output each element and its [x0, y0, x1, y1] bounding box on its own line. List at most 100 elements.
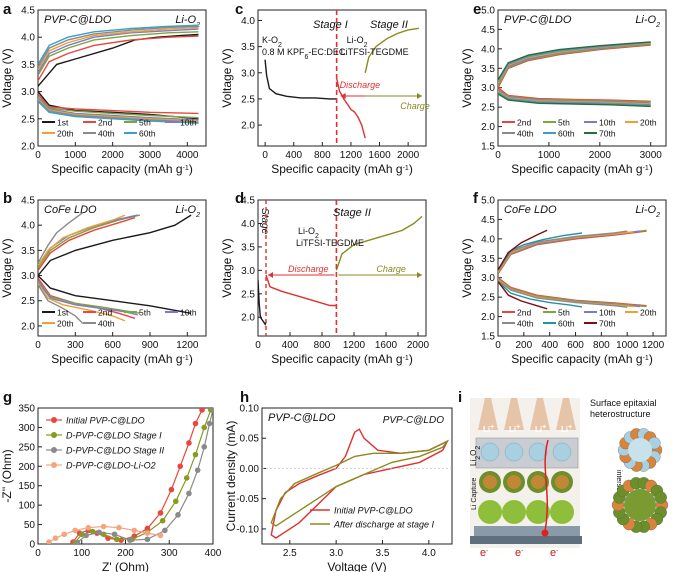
- legend-entry: 5th: [139, 308, 151, 318]
- data-point: [78, 531, 85, 538]
- charge-curve: [498, 229, 548, 271]
- x-tick-label: 200: [117, 548, 134, 559]
- y-tick-label: 350: [18, 404, 35, 415]
- y-tick-label: 2.0: [241, 313, 255, 324]
- legend-entry: After discharge at stage I: [333, 520, 435, 530]
- plot-area: [264, 27, 420, 139]
- label-part: 2: [278, 42, 282, 49]
- label-part: +: [516, 424, 520, 431]
- y-tick-label: 4.0: [481, 44, 495, 55]
- stage-label: Stage II: [370, 19, 408, 31]
- label-part: -1: [643, 165, 649, 172]
- surface-core: [628, 438, 652, 462]
- y-tick-label: 2.0: [481, 312, 495, 323]
- y-tick-label: 3.5: [481, 64, 495, 75]
- label-part: 6: [305, 54, 309, 61]
- label-part: +: [542, 424, 546, 431]
- label-part: ): [189, 162, 193, 176]
- data-point: [199, 408, 205, 413]
- data-point: [206, 420, 213, 427]
- label-part: Li-O: [635, 14, 656, 26]
- li2o2-particle: [504, 442, 524, 462]
- legend-entry: 60th: [558, 129, 575, 139]
- y-tick-label: 2.5: [21, 114, 35, 125]
- data-point: [144, 530, 151, 536]
- legend-marker: [51, 432, 57, 438]
- label-part: Li: [535, 425, 542, 434]
- data-point: [159, 517, 166, 524]
- discharge-curve: [498, 281, 583, 308]
- data-point: [96, 529, 103, 536]
- y-tick-label: 100: [18, 501, 35, 512]
- stage-label: Stage I: [313, 19, 348, 31]
- label-part: 2: [364, 42, 368, 49]
- discharge-curve: [38, 98, 199, 122]
- data-point: [157, 532, 164, 539]
- label-part: -1: [403, 165, 409, 172]
- label-part: Li: [469, 460, 478, 466]
- x-tick-label: 0: [262, 150, 268, 161]
- discharge-curve: [38, 275, 192, 314]
- plot-frame: [257, 199, 427, 337]
- y-tick-label: 2.0: [241, 121, 255, 132]
- substrate: [474, 526, 580, 536]
- data-point: [201, 424, 208, 431]
- y-tick-label: 3.5: [241, 42, 255, 53]
- x-tick-label: 2000: [407, 340, 430, 351]
- y-tick-label: 3.0: [21, 271, 35, 282]
- discharge-arrowhead: [268, 272, 273, 278]
- x-tick-label: 200: [516, 340, 533, 351]
- bulk-core: [624, 489, 656, 521]
- x-tick-label: 400: [205, 548, 222, 559]
- legend-entry: 1st: [57, 308, 69, 318]
- data-point: [46, 539, 52, 544]
- nanosheet-particle: [478, 500, 502, 524]
- y-tick-label: 300: [18, 423, 35, 434]
- discharge-curve: [38, 277, 136, 320]
- data-point: [192, 420, 199, 427]
- x-tick-label: 2000: [589, 150, 612, 161]
- x-tick-label: 800: [314, 150, 331, 161]
- charge-curve: [38, 33, 199, 87]
- y-tick-label: 4.5: [481, 25, 495, 36]
- data-point: [186, 490, 192, 497]
- panel-g: g 0 100 200 300 400 0 50 100 150 200 250 300 350 Z' (O…: [0, 389, 222, 572]
- plot-frame: [497, 199, 667, 337]
- legend-entry: 70th: [599, 319, 616, 329]
- legend-entry: 1st: [57, 118, 69, 128]
- label-part: Specific capacity (mAh g: [51, 162, 182, 176]
- discharge-curve: [498, 280, 628, 308]
- legend-entry: D-PVP-C@LDO-Li-O2: [66, 461, 156, 471]
- x-tick-label: 300: [67, 340, 84, 351]
- panel-f: f 0 200 400 600 800 1000 1200 1.5 2.0 2.5 3.0 3.5 4.0…: [460, 190, 667, 366]
- heterostructure-label-1: Surface epitaxial: [590, 398, 657, 408]
- legend-entry: D-PVP-C@LDO Stage I: [66, 431, 162, 441]
- cell-label: K-O2: [262, 35, 282, 49]
- x-tick-label: 1000: [538, 150, 561, 161]
- discharge-arrowhead: [340, 93, 346, 99]
- panel-title: PVP-C@LDO: [268, 412, 336, 424]
- cell-label: Li-O2: [347, 35, 368, 49]
- electron-dot: [541, 529, 549, 537]
- panel-title: PVP-C@LDO: [383, 415, 444, 426]
- label-part: -1: [183, 165, 189, 172]
- charge-curve: [498, 41, 651, 81]
- x-tick-label: 3000: [139, 150, 162, 161]
- x-tick-label: 0: [495, 340, 501, 351]
- charge-curve: [38, 24, 199, 65]
- data-point: [85, 524, 92, 531]
- x-tick-label: 1200: [343, 340, 366, 351]
- label-part: Li-O: [298, 226, 315, 236]
- x-tick-label: 300: [161, 548, 178, 559]
- data-point: [131, 527, 138, 534]
- label-part: Specific capacity (mAh g: [271, 352, 402, 366]
- cell-label: Li-O2: [298, 226, 319, 240]
- y-tick-label: 5.0: [481, 196, 495, 207]
- li-capture-label: Li Capture: [471, 478, 478, 510]
- label-part: Li-O: [175, 14, 196, 26]
- legend-entry: 10th: [599, 308, 616, 318]
- plot-frame: [261, 407, 453, 545]
- x-tick-label: 600: [104, 340, 121, 351]
- series-line: [270, 440, 448, 527]
- x-tick-label: 100: [73, 548, 90, 559]
